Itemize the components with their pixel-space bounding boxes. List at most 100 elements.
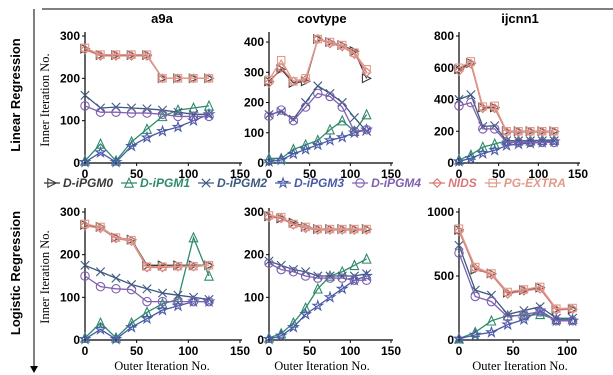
data-point bbox=[158, 74, 167, 83]
data-point bbox=[127, 235, 136, 245]
data-point bbox=[337, 114, 348, 126]
data-point bbox=[95, 107, 106, 117]
data-point bbox=[519, 285, 529, 294]
data-point bbox=[140, 130, 154, 144]
data-point bbox=[349, 259, 360, 271]
legend-item-D-iPGM1: D-iPGM1 bbox=[121, 176, 190, 190]
series-D-iPGM0 bbox=[80, 43, 215, 84]
data-point bbox=[313, 224, 323, 234]
data-point bbox=[486, 296, 497, 307]
y-tick-label: 300 bbox=[244, 205, 264, 219]
x-tick-label: 100 bbox=[528, 167, 548, 181]
data-point bbox=[288, 114, 298, 124]
data-point bbox=[523, 136, 537, 149]
row-label-linear: Linear Regression bbox=[8, 38, 23, 151]
data-point bbox=[325, 91, 335, 102]
x-axis-label-a9a: Outer Iteration No. bbox=[114, 359, 209, 373]
data-point bbox=[301, 74, 310, 83]
y-tick-label: 0 bbox=[447, 156, 454, 170]
data-point bbox=[486, 269, 497, 280]
x-tick-label: 100 bbox=[340, 344, 360, 358]
x-tick-label: 150 bbox=[381, 344, 401, 358]
data-point bbox=[299, 142, 313, 155]
data-point bbox=[466, 57, 476, 66]
data-point bbox=[325, 37, 335, 47]
y-tick-label: 200 bbox=[244, 248, 264, 262]
data-point bbox=[111, 102, 121, 112]
data-point bbox=[173, 74, 183, 83]
data-point bbox=[325, 273, 335, 283]
data-point bbox=[80, 101, 90, 111]
data-point bbox=[80, 44, 90, 55]
data-point bbox=[94, 322, 107, 335]
data-point bbox=[549, 137, 559, 148]
y-tick-label: 200 bbox=[60, 71, 80, 85]
data-point bbox=[173, 261, 183, 271]
data-point bbox=[454, 63, 464, 73]
data-point bbox=[337, 41, 348, 52]
data-point bbox=[263, 152, 275, 164]
data-point bbox=[537, 136, 547, 146]
data-point bbox=[362, 65, 371, 74]
series-D-iPGM4 bbox=[80, 101, 214, 122]
row-label-logistic: Logistic Regression bbox=[8, 211, 23, 335]
legend-label: PG-EXTRA bbox=[504, 176, 566, 190]
data-point bbox=[204, 74, 214, 83]
x-tick-label: 50 bbox=[130, 167, 144, 181]
data-point bbox=[452, 331, 466, 345]
data-point bbox=[337, 40, 347, 50]
series-line bbox=[268, 92, 367, 132]
data-point bbox=[478, 124, 488, 134]
data-point bbox=[313, 34, 323, 44]
data-point bbox=[501, 317, 515, 331]
data-point bbox=[204, 294, 214, 305]
data-point bbox=[276, 212, 286, 222]
legend-marker bbox=[276, 176, 290, 189]
panel-title: a9a bbox=[151, 11, 173, 26]
data-point bbox=[96, 50, 105, 59]
y-tick-label: 0 bbox=[73, 156, 80, 170]
data-point bbox=[454, 248, 464, 258]
data-point bbox=[337, 273, 347, 283]
legend-label: NIDS bbox=[448, 176, 477, 190]
data-point bbox=[501, 137, 512, 148]
data-point bbox=[158, 262, 167, 271]
data-point bbox=[188, 296, 199, 307]
data-point bbox=[454, 101, 464, 111]
data-point bbox=[188, 231, 199, 243]
data-point bbox=[188, 261, 199, 272]
series-line bbox=[458, 60, 555, 132]
data-point bbox=[264, 75, 274, 85]
data-point bbox=[502, 288, 513, 299]
data-point bbox=[264, 256, 274, 266]
data-point bbox=[567, 316, 578, 326]
data-point bbox=[486, 314, 497, 326]
data-point bbox=[454, 226, 464, 237]
data-point bbox=[142, 296, 152, 307]
series-D-iPGM4 bbox=[80, 271, 214, 307]
data-point bbox=[468, 328, 482, 341]
chart-panel-4: 0 100 200 300 0 50 100 150 bbox=[60, 205, 250, 358]
data-point bbox=[173, 111, 183, 122]
y-tick-label: 0 bbox=[257, 156, 264, 170]
x-axis-label-ijcnn1: Outer Iteration No. bbox=[472, 359, 567, 373]
x-tick-label: 50 bbox=[303, 167, 317, 181]
data-point bbox=[111, 233, 121, 242]
data-point bbox=[157, 296, 168, 307]
data-point bbox=[535, 307, 545, 317]
data-point bbox=[552, 304, 561, 313]
series-line bbox=[84, 47, 209, 79]
data-point bbox=[362, 224, 371, 234]
data-point bbox=[189, 261, 198, 271]
data-point bbox=[313, 81, 323, 91]
data-point bbox=[204, 261, 214, 270]
data-point bbox=[470, 263, 481, 274]
data-point bbox=[204, 296, 214, 307]
data-point bbox=[96, 222, 105, 232]
data-point bbox=[361, 252, 372, 264]
x-tick-label: 150 bbox=[381, 167, 401, 181]
x-tick-label: 50 bbox=[506, 344, 520, 358]
data-point bbox=[503, 287, 512, 297]
series-NIDS bbox=[454, 58, 560, 138]
series-line bbox=[84, 105, 209, 118]
